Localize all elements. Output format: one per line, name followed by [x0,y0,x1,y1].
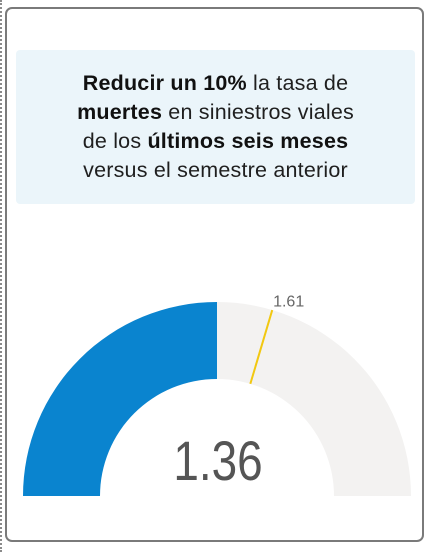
goal-line3-bold: últimos seis meses [147,129,349,153]
goal-text: Reducir un 10% la tasa de muertes en sin… [77,69,354,185]
gauge-target-marker [249,309,274,385]
gauge-fill [23,302,217,496]
goal-line2-rest: en siniestros viales [162,100,354,124]
left-dotted-edge [0,0,2,552]
goal-line1-rest: la tasa de [246,71,349,95]
goal-line4: versus el semestre anterior [83,158,348,182]
gauge-target-label: 1.61 [273,293,304,310]
goal-line3-pre: de los [82,129,148,153]
gauge-value-label: 1.36 [173,430,262,492]
goal-line1-bold: Reducir un 10% [82,71,247,95]
goal-line2-bold: muertes [77,100,163,124]
goal-banner: Reducir un 10% la tasa de muertes en sin… [16,50,415,204]
